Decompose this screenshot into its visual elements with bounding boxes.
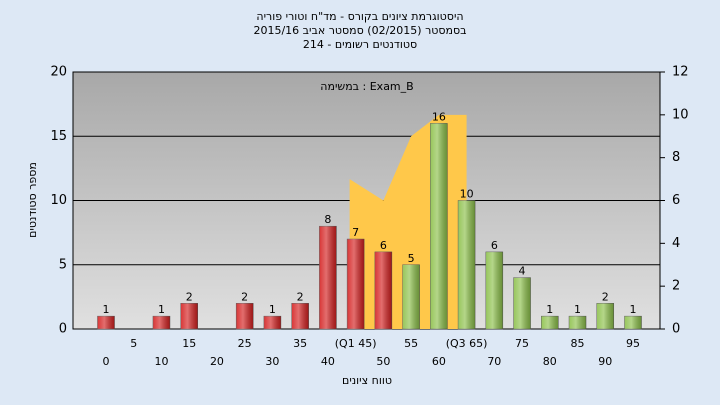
y2-tick-label: 6 (672, 193, 680, 208)
value-label: 6 (491, 239, 498, 252)
bar-shine (347, 239, 365, 329)
bar-shine (152, 316, 170, 329)
bar-shine (319, 226, 337, 329)
bar-shine (402, 264, 420, 329)
x-tick-label: 55 (404, 337, 418, 350)
x-tick-label: 95 (626, 337, 640, 350)
x-tick-label: 30 (265, 355, 279, 368)
value-label: 5 (408, 252, 415, 265)
y2-tick-label: 2 (672, 279, 680, 294)
bar-shine (180, 303, 198, 329)
bar-shine (97, 316, 115, 329)
x-tick-label: 75 (515, 337, 529, 350)
y-tick-label: 0 (59, 322, 67, 337)
chart-title: היסטוגרמת ציונים בקורס - מד"ח וטורי פורי… (256, 10, 463, 23)
y-tick-label: 15 (50, 129, 67, 144)
y-tick-label: 20 (50, 65, 67, 80)
y-axis-label: מספר סטודנטים (26, 162, 39, 238)
y-tick-label: 10 (50, 193, 67, 208)
y2-tick-label: 12 (672, 65, 689, 80)
x-tick-label: 0 (103, 355, 110, 368)
value-label: 10 (460, 188, 474, 201)
x-tick-label: (Q3 65) (446, 337, 488, 350)
bar-shine (236, 303, 254, 329)
value-label: 1 (630, 303, 637, 316)
bar-shine (541, 316, 559, 329)
x-tick-label: 85 (571, 337, 585, 350)
x-tick-label: 15 (182, 337, 196, 350)
bar-shine (291, 303, 309, 329)
y2-tick-label: 10 (672, 107, 689, 122)
bar-shine (263, 316, 281, 329)
bar-shine (624, 316, 642, 329)
chart-subtitle: בסמסטר (02/2015) סמסטר אביב 2015/16 (253, 24, 466, 37)
y-tick-label: 5 (59, 257, 67, 272)
y2-tick-label: 0 (672, 322, 680, 337)
annotation: במשימה : Exam_B (320, 80, 413, 93)
bar-shine (596, 303, 614, 329)
value-label: 1 (158, 303, 165, 316)
x-tick-label: 25 (238, 337, 252, 350)
value-label: 1 (574, 303, 581, 316)
x-tick-label: 50 (376, 355, 390, 368)
value-label: 7 (352, 226, 359, 239)
value-label: 16 (432, 110, 446, 123)
value-label: 8 (324, 213, 331, 226)
bar-shine (569, 316, 587, 329)
x-axis-label: טווח ציונים (342, 374, 392, 387)
x-tick-label: 10 (154, 355, 168, 368)
value-label: 2 (241, 290, 248, 303)
chart-subtitle: סטודנטים רשומים - 214 (303, 38, 417, 51)
x-tick-label: 60 (432, 355, 446, 368)
x-tick-label: 80 (543, 355, 557, 368)
x-tick-label: 5 (130, 337, 137, 350)
x-tick-label: 70 (487, 355, 501, 368)
y2-tick-label: 4 (672, 236, 680, 251)
value-label: 1 (269, 303, 276, 316)
value-label: 2 (297, 290, 304, 303)
value-label: 6 (380, 239, 387, 252)
value-label: 2 (602, 290, 609, 303)
x-tick-label: 40 (321, 355, 335, 368)
value-label: 1 (103, 303, 110, 316)
x-tick-label: 35 (293, 337, 307, 350)
bar-shine (458, 200, 476, 329)
x-tick-label: 20 (210, 355, 224, 368)
bar-shine (513, 277, 531, 329)
x-tick-label: 90 (598, 355, 612, 368)
value-label: 4 (519, 265, 526, 278)
bar-shine (374, 251, 392, 329)
value-label: 2 (186, 290, 193, 303)
bar-shine (485, 251, 503, 329)
bar-shine (430, 123, 448, 330)
value-label: 1 (546, 303, 553, 316)
x-tick-label: (Q1 45) (335, 337, 377, 350)
y2-tick-label: 8 (672, 150, 680, 165)
